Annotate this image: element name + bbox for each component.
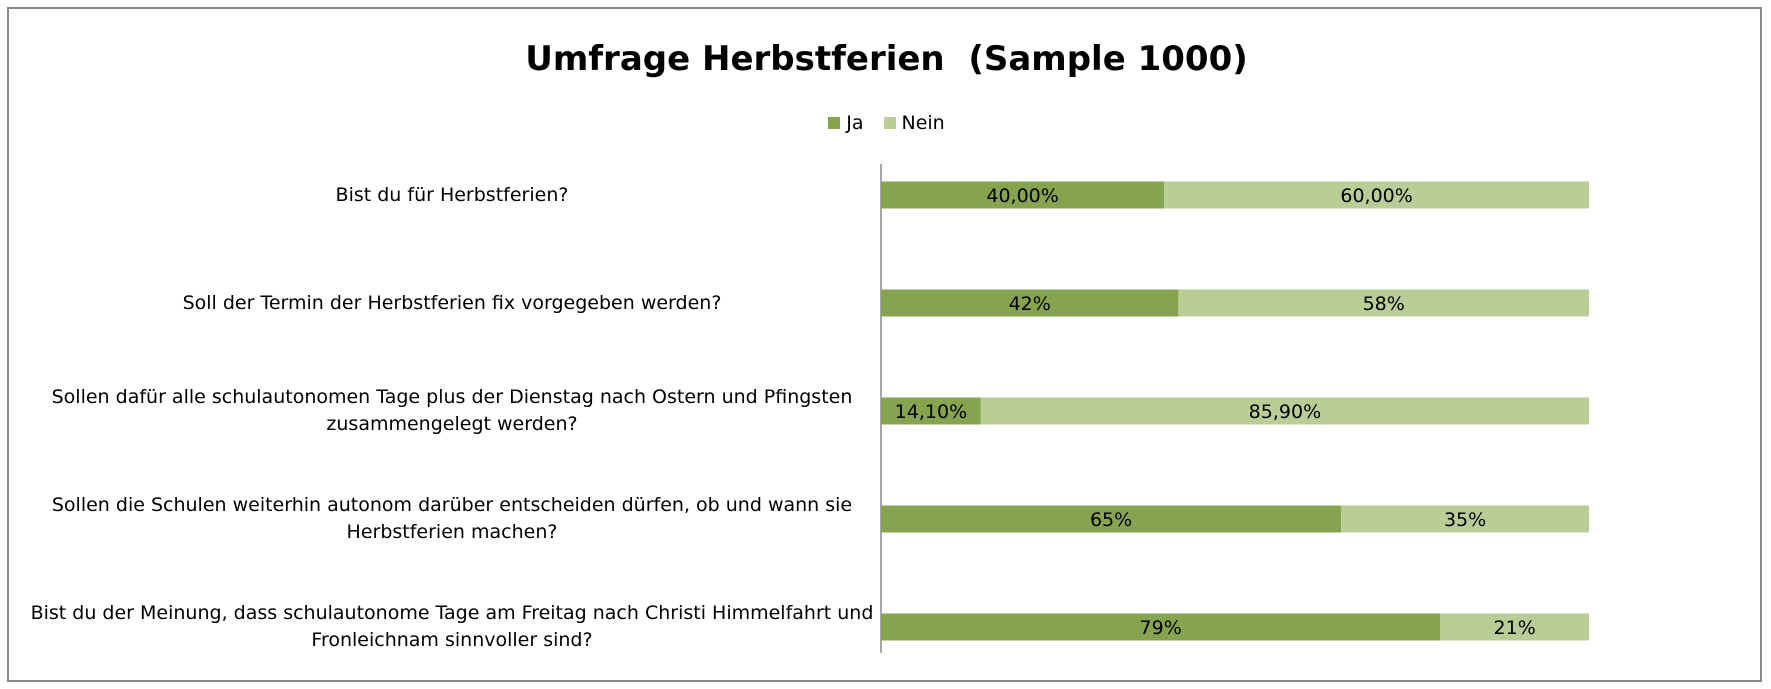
- bar-ja-3: [881, 505, 1342, 533]
- chart-frame: Umfrage Herbstferien (Sample 1000) Ja Ne…: [7, 7, 1762, 682]
- bar-ja-4: [881, 613, 1441, 641]
- legend-label-ja: Ja: [846, 112, 864, 134]
- bar-nein-4: [1440, 613, 1589, 641]
- bar-plot-area: 40,00% 60,00% 42% 58% 14,10% 85,90% 65% 35% 79% 2…: [880, 164, 1589, 653]
- data-label-ja-1: 42%: [1009, 293, 1051, 315]
- bar-ja-2: [881, 397, 981, 425]
- legend-item-nein: Nein: [883, 112, 945, 134]
- data-label-nein-3: 35%: [1444, 509, 1486, 531]
- category-label: Soll der Termin der Herbstferien fix vor…: [182, 291, 722, 314]
- data-label-nein-1: 58%: [1363, 293, 1405, 315]
- data-label-nein-0: 60,00%: [1340, 185, 1412, 207]
- category-label: Bist du der Meinung, dass schulautonome …: [30, 602, 874, 651]
- bar-nein-1: [1178, 289, 1589, 317]
- data-label-ja-0: 40,00%: [986, 185, 1058, 207]
- data-label-ja-3: 65%: [1090, 509, 1132, 531]
- bar-nein-0: [1164, 181, 1589, 209]
- legend: Ja Nein: [9, 112, 1764, 134]
- bar-nein-3: [1341, 505, 1589, 533]
- data-label-nein-2: 85,90%: [1249, 401, 1321, 423]
- category-label: Sollen die Schulen weiterhin autonom dar…: [51, 494, 853, 543]
- category-label: Bist du für Herbstferien?: [335, 183, 569, 206]
- data-label-ja-2: 14,10%: [895, 401, 967, 423]
- legend-item-ja: Ja: [828, 112, 864, 134]
- bar-ja-0: [881, 181, 1165, 209]
- legend-swatch-ja: [828, 117, 841, 129]
- bar-nein-2: [980, 397, 1589, 425]
- chart-title: Umfrage Herbstferien (Sample 1000): [525, 39, 1248, 79]
- data-label-ja-4: 79%: [1140, 617, 1182, 639]
- bar-ja-1: [881, 289, 1179, 317]
- legend-swatch-nein: [883, 117, 896, 129]
- legend-label-nein: Nein: [901, 112, 945, 134]
- data-label-nein-4: 21%: [1494, 617, 1536, 639]
- category-label: Sollen dafür alle schulautonomen Tage pl…: [51, 386, 853, 435]
